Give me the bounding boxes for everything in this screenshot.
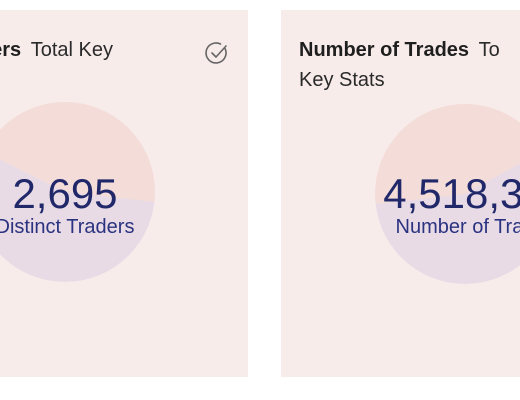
kpi-label: Distinct Traders [0,216,135,238]
kpi-value: 4,518,39 [383,170,520,217]
distinct-traders-card: raders Total Key 2,695 Distinct Traders [0,10,248,377]
kpi-block: 2,695 Distinct Traders [0,170,155,239]
card-title: raders [0,39,22,61]
kpi-value: 2,695 [12,170,118,217]
card-header: raders Total Key [0,34,248,67]
pie-slice-a [375,104,520,204]
card-title: Number of Trades [299,39,470,61]
card-subtitle: To [478,39,500,61]
kpi-block: 4,518,39 Number of Trad [375,170,520,239]
card-subtitle-line2: Key Stats [299,69,385,91]
number-of-trades-card: Number of Trades To Key Stats 4,518,39 N… [281,10,520,377]
kpi-label: Number of Trad [395,216,520,238]
card-subtitle: Total Key [30,39,113,61]
check-circle-icon[interactable] [204,40,230,66]
card-header: Number of Trades To [299,34,520,67]
number-of-trades-pie [375,104,520,284]
pie-slice-a [0,102,155,202]
distinct-traders-pie [0,102,155,282]
